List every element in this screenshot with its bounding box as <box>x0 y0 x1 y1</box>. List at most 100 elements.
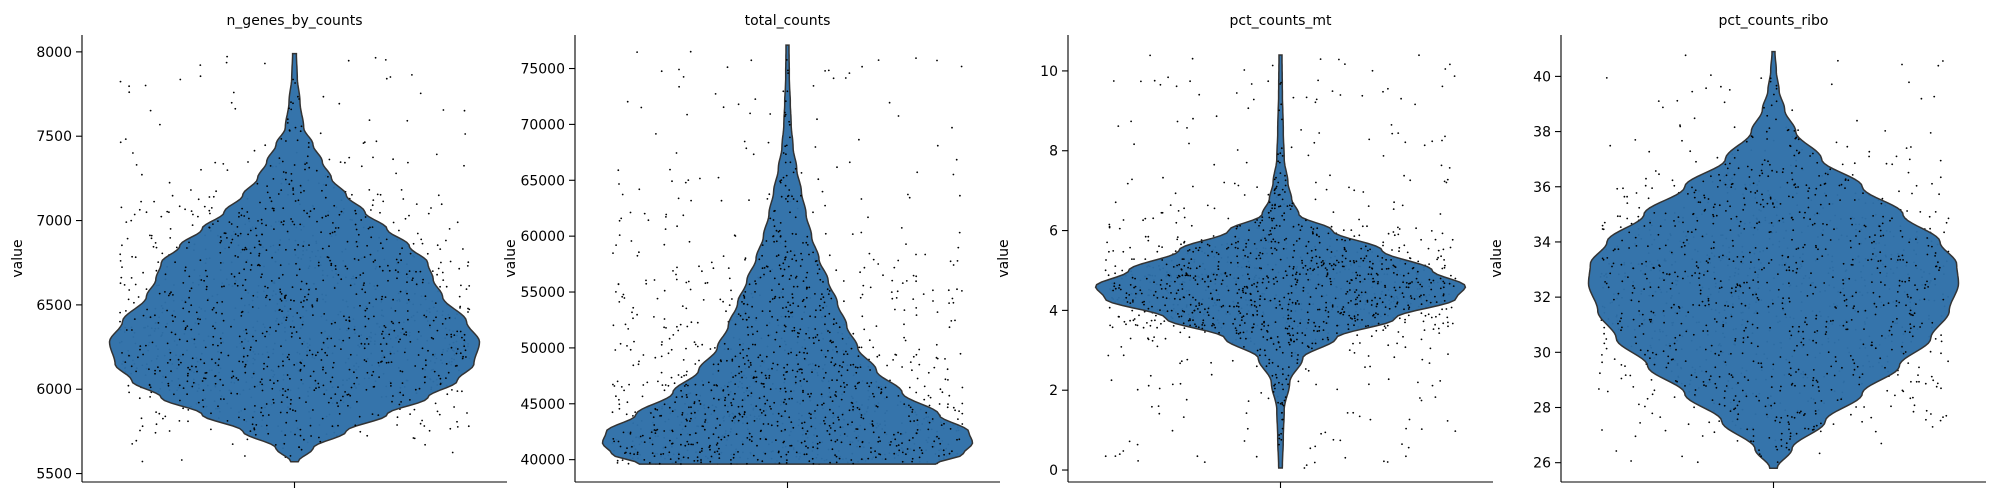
data-point <box>1321 338 1324 341</box>
data-point <box>636 451 639 454</box>
data-point <box>1158 387 1161 390</box>
data-point <box>911 369 913 372</box>
data-point <box>791 296 794 299</box>
data-point <box>884 458 887 460</box>
data-point <box>1149 374 1152 377</box>
data-point <box>190 189 192 191</box>
data-point <box>952 406 955 409</box>
data-point <box>720 199 723 202</box>
data-point <box>784 161 787 164</box>
data-point <box>784 390 787 393</box>
data-point <box>300 379 303 381</box>
data-point <box>1403 308 1405 311</box>
data-point <box>269 379 272 381</box>
data-point <box>424 295 427 298</box>
data-point <box>843 386 846 388</box>
data-point <box>1279 205 1282 208</box>
data-point <box>308 349 311 352</box>
data-point <box>725 310 727 313</box>
data-point <box>383 356 386 359</box>
data-point <box>286 118 289 121</box>
data-point <box>798 332 800 335</box>
data-point <box>1339 439 1342 442</box>
data-point <box>241 248 244 251</box>
data-point <box>686 396 688 399</box>
data-point <box>812 462 815 465</box>
data-point <box>693 460 696 462</box>
data-point <box>899 433 902 435</box>
data-point <box>629 432 632 435</box>
data-point <box>377 361 380 364</box>
data-point <box>353 382 356 385</box>
data-point <box>317 382 320 385</box>
data-point <box>1429 347 1432 350</box>
data-point <box>1416 270 1419 273</box>
data-point <box>1287 341 1290 344</box>
data-point <box>1260 328 1263 331</box>
data-point <box>780 195 783 198</box>
data-point <box>739 413 741 416</box>
data-point <box>1239 331 1242 334</box>
data-point <box>723 342 726 345</box>
data-point <box>188 310 191 313</box>
data-point <box>908 415 910 417</box>
data-point <box>293 364 296 366</box>
data-point <box>1165 297 1168 300</box>
data-point <box>668 337 671 340</box>
data-point <box>828 312 831 315</box>
data-point <box>936 435 938 438</box>
data-point <box>1313 321 1315 324</box>
data-point <box>677 457 680 460</box>
data-point <box>1181 258 1184 260</box>
data-point <box>1370 335 1373 338</box>
data-point <box>612 383 614 386</box>
data-point <box>222 319 225 322</box>
data-point <box>187 372 189 375</box>
data-point <box>1442 294 1445 297</box>
data-point <box>903 403 906 405</box>
data-point <box>716 417 719 420</box>
data-point <box>859 366 862 368</box>
data-point <box>1239 312 1242 314</box>
data-point <box>767 334 770 337</box>
data-point <box>1211 298 1214 301</box>
data-point <box>626 100 629 103</box>
data-point <box>754 98 757 100</box>
data-point <box>784 113 787 116</box>
data-point <box>1275 176 1277 179</box>
data-point <box>621 193 624 196</box>
data-point <box>1171 383 1174 386</box>
data-point <box>1281 118 1283 121</box>
data-point <box>797 335 799 338</box>
data-point <box>808 337 811 339</box>
data-point <box>1313 141 1316 144</box>
data-point <box>852 363 855 366</box>
data-point <box>1356 296 1359 299</box>
data-point <box>187 420 189 423</box>
data-point <box>397 341 400 343</box>
data-point <box>1401 443 1403 445</box>
data-point <box>360 219 363 221</box>
data-point <box>1160 322 1162 325</box>
data-point <box>855 387 857 390</box>
data-point <box>703 428 706 431</box>
data-point <box>195 311 198 314</box>
data-point <box>861 315 864 318</box>
data-point <box>903 309 906 311</box>
data-point <box>632 306 635 309</box>
data-point <box>168 430 171 432</box>
data-point <box>780 455 782 458</box>
data-point <box>266 185 268 188</box>
data-point <box>401 328 404 330</box>
data-point <box>814 328 817 330</box>
data-point <box>1175 221 1178 224</box>
data-point <box>1295 283 1297 286</box>
data-point <box>893 433 895 436</box>
data-point <box>367 343 370 345</box>
data-point <box>1428 362 1431 364</box>
data-point <box>948 394 951 397</box>
data-point <box>829 408 831 411</box>
data-point <box>1112 250 1115 252</box>
data-point <box>162 417 164 420</box>
data-point <box>236 392 239 395</box>
